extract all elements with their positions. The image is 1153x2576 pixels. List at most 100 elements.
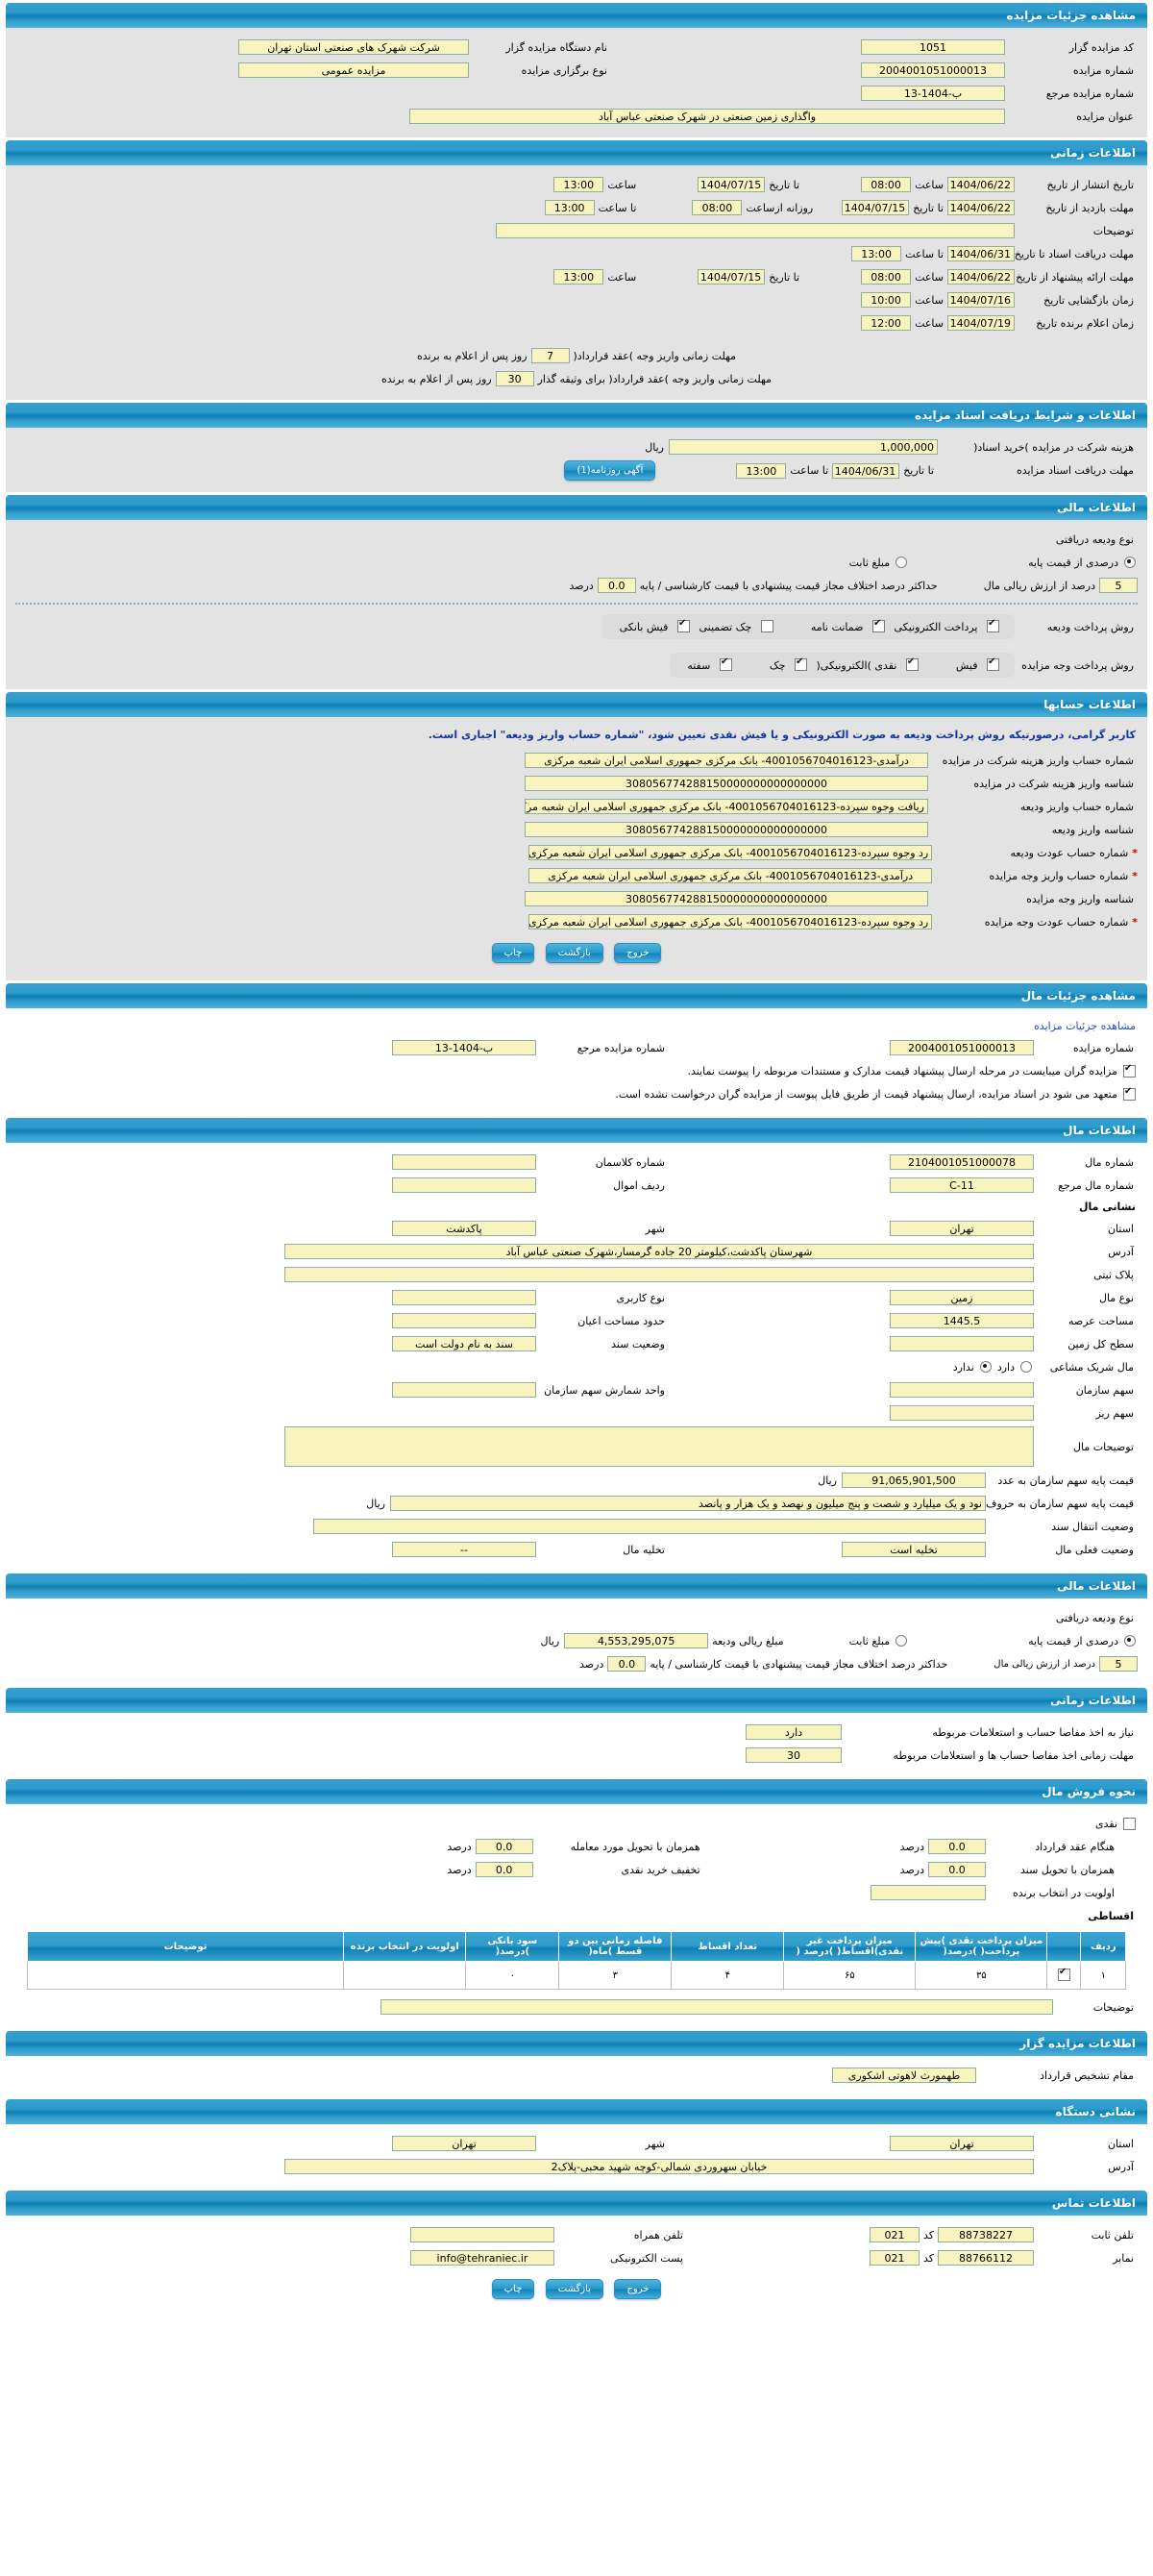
- field-asset-auction-number[interactable]: 2004001051000013: [890, 1040, 1034, 1055]
- field-visit-from-date[interactable]: 1404/06/22: [947, 200, 1015, 215]
- field-max-price-diff[interactable]: 0.0: [597, 578, 636, 593]
- field-auction-ref[interactable]: ب-1404-13: [861, 86, 1005, 101]
- field-asset-city[interactable]: پاکدشت: [392, 1221, 536, 1236]
- field-asset-description[interactable]: [284, 1426, 1034, 1467]
- field-asset-percent-value[interactable]: 5: [1099, 1656, 1138, 1672]
- field-fax-code[interactable]: 021: [869, 2250, 920, 2266]
- checkbox-attach-documents[interactable]: [1123, 1063, 1136, 1077]
- field-offer-to-hour[interactable]: 13:00: [553, 269, 604, 285]
- field-visit-to-date[interactable]: 1404/07/15: [842, 200, 910, 215]
- field-account-participation-fee[interactable]: درآمدی-4001056704016123- بانک مرکزی جمهو…: [525, 753, 928, 768]
- back-button-bottom[interactable]: بازگشت: [545, 2279, 603, 2299]
- field-account-auction-return[interactable]: رد وجوه سپرده-4001056704016123- بانک مرک…: [528, 914, 933, 929]
- field-asset-ref-number[interactable]: C-11: [890, 1177, 1034, 1193]
- field-transfer-status[interactable]: [313, 1519, 986, 1534]
- field-at-delivery[interactable]: 0.0: [475, 1839, 533, 1854]
- newspaper-ad-button[interactable]: آگهی روزنامه(1): [564, 460, 656, 481]
- checkbox-bank-receipt[interactable]: [676, 618, 690, 632]
- field-docs-deadline-date[interactable]: 1404/06/31: [947, 246, 1015, 261]
- field-payment-deadline-days[interactable]: 7: [530, 348, 570, 363]
- field-at-contract[interactable]: 0.0: [928, 1839, 986, 1854]
- field-asset-number[interactable]: 2104001051000078: [890, 1154, 1034, 1170]
- field-opening-hour[interactable]: 10:00: [861, 292, 912, 308]
- radio-fixed-amount[interactable]: [895, 557, 908, 568]
- field-winner-hour[interactable]: 12:00: [861, 315, 912, 331]
- field-deposit-amount[interactable]: 4,553,295,075: [564, 1633, 709, 1648]
- checkbox-check[interactable]: [794, 656, 807, 671]
- checkbox-certified-check[interactable]: [760, 620, 773, 632]
- print-button-bottom[interactable]: چاپ: [491, 2279, 535, 2299]
- field-account-deposit-return[interactable]: رد وجوه سپرده-4001056704016123- بانک مرک…: [528, 845, 933, 860]
- field-shenase-participation-fee[interactable]: 308056774288150000000000000000: [525, 776, 928, 791]
- field-visit-to-hour[interactable]: 13:00: [544, 200, 595, 215]
- field-clearance-days[interactable]: 30: [746, 1747, 842, 1763]
- field-sale-description[interactable]: [380, 1999, 1053, 2015]
- field-docs-deadline-hour2[interactable]: 13:00: [736, 462, 787, 479]
- field-offer-from-hour[interactable]: 08:00: [861, 269, 912, 285]
- field-email[interactable]: info@tehraniec.ir: [409, 2250, 554, 2266]
- field-asset-share-unit[interactable]: [392, 1382, 536, 1398]
- checkbox-no-attachment-required[interactable]: [1123, 1086, 1136, 1101]
- link-view-auction-details[interactable]: مشاهده جزئیات مزایده: [1034, 1020, 1136, 1032]
- field-visit-daily-from[interactable]: 08:00: [692, 200, 743, 215]
- field-landline-code[interactable]: 021: [869, 2227, 920, 2242]
- radio-partner-no[interactable]: [979, 1361, 992, 1373]
- exit-button-bottom[interactable]: خروج: [614, 2279, 662, 2299]
- checkbox-electronic-payment[interactable]: [987, 618, 999, 632]
- field-contract-authority[interactable]: طهمورث لاهوتی اشکوری: [832, 2068, 976, 2083]
- field-landline[interactable]: 88738227: [938, 2227, 1034, 2242]
- field-auction-title[interactable]: واگذاری زمین صنعتی در شهرک صنعتی عباس آب…: [409, 109, 1005, 124]
- field-auction-type[interactable]: مزایده عمومی: [238, 62, 469, 78]
- field-asset-fine-share[interactable]: [890, 1405, 1034, 1421]
- back-button[interactable]: بازگشت: [545, 943, 603, 963]
- checkbox-receipt[interactable]: [987, 656, 999, 671]
- field-account-deposit[interactable]: ریافت وجوه سپرده-4001056704016123- بانک …: [525, 799, 928, 814]
- field-auction-number[interactable]: 2004001051000013: [861, 62, 1005, 78]
- field-offer-from-date[interactable]: 1404/06/22: [947, 269, 1015, 285]
- field-base-price-text[interactable]: نود و یک میلیارد و شصت و پنج میلیون و نه…: [390, 1496, 986, 1511]
- checkbox-guarantee-letter[interactable]: [872, 618, 885, 632]
- field-participation-fee[interactable]: 1,000,000: [669, 439, 938, 455]
- field-offer-to-date[interactable]: 1404/07/15: [698, 269, 766, 285]
- field-asset-doc-status[interactable]: سند به نام دولت است: [392, 1336, 536, 1351]
- field-cash-discount[interactable]: 0.0: [475, 1862, 533, 1877]
- field-asset-plate[interactable]: [284, 1267, 1034, 1282]
- field-clearance-required[interactable]: دارد: [746, 1724, 842, 1740]
- field-class-number[interactable]: [392, 1154, 536, 1170]
- field-asset-area[interactable]: 1445.5: [890, 1313, 1034, 1328]
- radio-percent-of-base[interactable]: [1124, 557, 1136, 568]
- field-asset-type[interactable]: زمین: [890, 1290, 1034, 1305]
- field-asset-province[interactable]: تهران: [890, 1221, 1034, 1236]
- radio-partner-yes[interactable]: [1020, 1361, 1032, 1373]
- field-winner-date[interactable]: 1404/07/19: [947, 315, 1015, 331]
- field-asset-auction-ref[interactable]: ب-1404-13: [392, 1040, 536, 1055]
- field-device-address[interactable]: خیابان سهروردی شمالی-کوچه شهید محبی-پلاک…: [284, 2159, 1034, 2174]
- field-publish-from-hour[interactable]: 08:00: [861, 177, 912, 192]
- field-device-city[interactable]: تهران: [392, 2136, 536, 2151]
- field-fax[interactable]: 88766112: [938, 2250, 1034, 2266]
- field-asset-max-price-diff[interactable]: 0.0: [607, 1656, 647, 1672]
- radio-asset-fixed-amount[interactable]: [895, 1635, 908, 1647]
- field-shenase-auction-payment[interactable]: 308056774288150000000000000000: [525, 891, 928, 906]
- field-asset-address[interactable]: شهرستان پاکدشت،کیلومتر 20 جاده گرمسار،شه…: [284, 1244, 1034, 1259]
- print-button[interactable]: چاپ: [491, 943, 535, 963]
- radio-asset-percent-of-base[interactable]: [1124, 1635, 1136, 1647]
- field-account-auction-payment[interactable]: درآمدی-4001056704016123- بانک مرکزی جمهو…: [528, 868, 933, 883]
- field-docs-deadline-date2[interactable]: 1404/06/31: [832, 462, 900, 479]
- field-base-price-number[interactable]: 91,065,901,500: [842, 1473, 986, 1488]
- checkbox-cash-electronic[interactable]: [905, 656, 919, 671]
- field-publish-to-date[interactable]: 1404/07/15: [698, 177, 766, 192]
- field-asset-row[interactable]: [392, 1177, 536, 1193]
- field-asset-building-area[interactable]: [392, 1313, 536, 1328]
- exit-button[interactable]: خروج: [614, 943, 662, 963]
- field-docs-deadline-hour[interactable]: 13:00: [851, 246, 902, 261]
- field-asset-usage[interactable]: [392, 1290, 536, 1305]
- checkbox-row-select[interactable]: [1057, 1967, 1070, 1981]
- td-select[interactable]: [1046, 1961, 1082, 1990]
- field-payment-deadline-guarantor-days[interactable]: 30: [495, 371, 534, 386]
- checkbox-promissory-note[interactable]: [719, 656, 732, 671]
- field-at-doc-delivery[interactable]: 0.0: [928, 1862, 986, 1877]
- field-auction-code[interactable]: 1051: [861, 39, 1005, 55]
- field-device-province[interactable]: تهران: [890, 2136, 1034, 2151]
- field-shenase-deposit[interactable]: 308056774288150000000000000000: [525, 822, 928, 837]
